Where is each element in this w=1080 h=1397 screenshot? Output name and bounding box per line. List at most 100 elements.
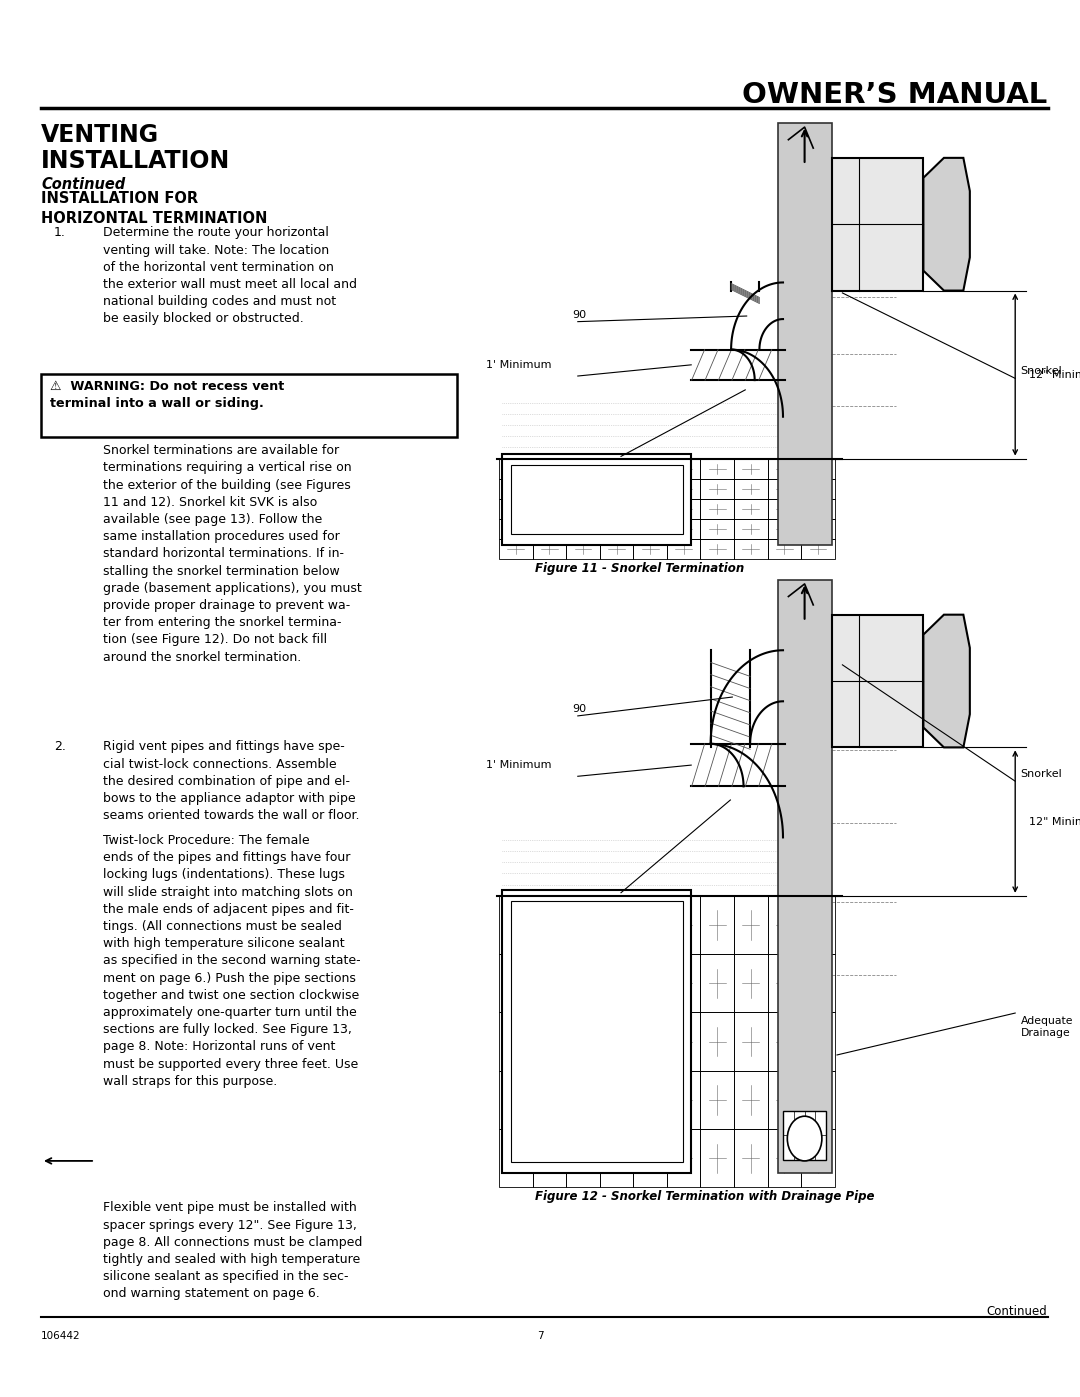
Bar <box>566 895 599 954</box>
Bar <box>499 539 532 559</box>
Bar <box>701 1129 734 1187</box>
Bar <box>734 1129 768 1187</box>
Bar <box>499 954 532 1013</box>
Bar <box>499 1013 532 1070</box>
Bar <box>701 1070 734 1129</box>
Bar <box>532 518 566 539</box>
Text: 106442: 106442 <box>41 1331 81 1341</box>
Bar <box>633 539 667 559</box>
Bar <box>599 539 633 559</box>
Text: Figure 12 - Snorkel Termination with Drainage Pipe: Figure 12 - Snorkel Termination with Dra… <box>535 1190 874 1203</box>
Bar <box>566 518 599 539</box>
Text: 7: 7 <box>537 1331 543 1341</box>
Bar <box>667 954 701 1013</box>
Bar <box>499 518 532 539</box>
Bar <box>532 1070 566 1129</box>
Bar <box>566 499 599 518</box>
Bar <box>633 954 667 1013</box>
Text: 1.: 1. <box>54 226 66 239</box>
Bar <box>566 539 599 559</box>
Bar <box>502 454 691 545</box>
Bar <box>701 479 734 499</box>
Text: OWNER’S MANUAL: OWNER’S MANUAL <box>742 81 1048 109</box>
Text: 1' Minimum: 1' Minimum <box>486 360 552 370</box>
Bar <box>502 890 691 1173</box>
Bar <box>801 1013 835 1070</box>
Bar <box>734 1013 768 1070</box>
Text: Flexible vent pipe must be installed with
spacer springs every 12". See Figure 1: Flexible vent pipe must be installed wit… <box>103 1201 362 1301</box>
Bar <box>511 465 683 534</box>
Bar <box>566 479 599 499</box>
Text: Snorkel: Snorkel <box>1021 770 1063 780</box>
Bar <box>633 1129 667 1187</box>
Bar <box>499 1070 532 1129</box>
Bar <box>566 954 599 1013</box>
Text: Continued: Continued <box>41 177 125 193</box>
Bar <box>633 479 667 499</box>
Bar <box>511 901 683 1162</box>
Bar <box>778 123 832 545</box>
Text: 45: 45 <box>605 467 619 476</box>
Bar <box>801 1070 835 1129</box>
Bar <box>667 1129 701 1187</box>
Bar <box>701 458 734 479</box>
Bar <box>734 1070 768 1129</box>
Bar <box>499 895 532 954</box>
Bar <box>532 499 566 518</box>
Bar <box>599 458 633 479</box>
Bar <box>768 518 801 539</box>
Bar <box>599 895 633 954</box>
Circle shape <box>787 1116 822 1161</box>
Bar <box>768 1070 801 1129</box>
Bar <box>667 1013 701 1070</box>
Bar <box>801 1129 835 1187</box>
Bar <box>801 518 835 539</box>
Bar <box>532 895 566 954</box>
Bar <box>734 479 768 499</box>
Polygon shape <box>923 615 970 747</box>
Text: ⚠  WARNING: Do not recess vent
terminal into a wall or siding.: ⚠ WARNING: Do not recess vent terminal i… <box>50 380 284 409</box>
Bar <box>768 499 801 518</box>
Bar <box>801 954 835 1013</box>
Bar <box>599 499 633 518</box>
Bar <box>532 954 566 1013</box>
Bar <box>701 895 734 954</box>
Bar <box>768 539 801 559</box>
Bar <box>566 1129 599 1187</box>
Bar <box>734 458 768 479</box>
Text: INSTALLATION FOR
HORIZONTAL TERMINATION: INSTALLATION FOR HORIZONTAL TERMINATION <box>41 191 268 225</box>
Bar <box>499 499 532 518</box>
Bar <box>599 518 633 539</box>
Bar <box>633 895 667 954</box>
Text: Snorkel terminations are available for
terminations requiring a vertical rise on: Snorkel terminations are available for t… <box>103 444 362 664</box>
Text: 12" Minimum: 12" Minimum <box>1029 817 1080 827</box>
Bar <box>633 518 667 539</box>
Text: 1' Minimum: 1' Minimum <box>486 760 552 770</box>
Bar <box>667 539 701 559</box>
Bar <box>667 1070 701 1129</box>
Bar <box>667 499 701 518</box>
Bar <box>768 954 801 1013</box>
Bar <box>532 1129 566 1187</box>
Bar <box>768 458 801 479</box>
Bar <box>599 1129 633 1187</box>
Text: 2.: 2. <box>54 740 66 753</box>
Bar <box>768 1013 801 1070</box>
Text: INSTALLATION: INSTALLATION <box>41 149 230 173</box>
Text: Determine the route your horizontal
venting will take. Note: The location
of the: Determine the route your horizontal vent… <box>103 226 356 326</box>
Text: Snorkel: Snorkel <box>1021 366 1063 376</box>
Bar <box>734 954 768 1013</box>
Bar <box>532 458 566 479</box>
Bar <box>701 539 734 559</box>
Bar <box>499 458 532 479</box>
Text: Figure 11 - Snorkel Termination: Figure 11 - Snorkel Termination <box>535 562 744 574</box>
Bar <box>768 1129 801 1187</box>
Bar <box>667 458 701 479</box>
Text: Adequate
Drainage: Adequate Drainage <box>1021 1016 1074 1038</box>
Bar <box>832 615 923 747</box>
Bar <box>599 1013 633 1070</box>
Bar <box>599 1070 633 1129</box>
Bar <box>701 499 734 518</box>
Text: 12" Minimum: 12" Minimum <box>1029 370 1080 380</box>
Text: VENTING: VENTING <box>41 123 159 147</box>
